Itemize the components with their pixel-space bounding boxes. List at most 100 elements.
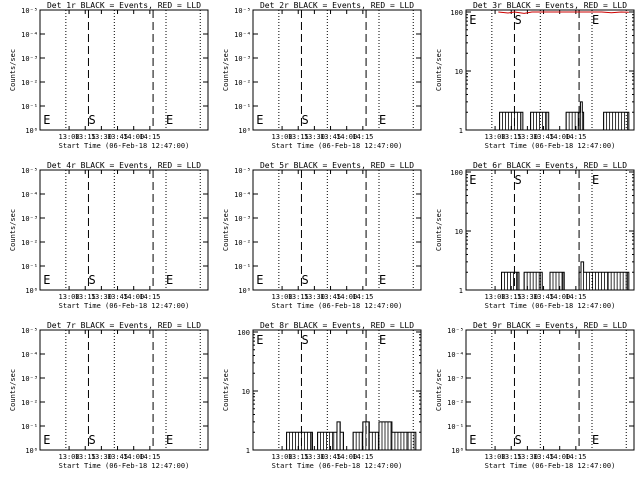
marker-e: E bbox=[256, 113, 263, 127]
y-tick-label: 10⁻⁵ bbox=[21, 7, 38, 15]
x-tick-label: 13:30 bbox=[517, 293, 538, 301]
panel-det-8: Det 8r BLACK = Events, RED = LLD13:0013:… bbox=[222, 321, 422, 470]
x-axis-label: Start Time (06-Feb-18 12:47:00) bbox=[59, 462, 190, 470]
y-axis-label: Counts/sec bbox=[9, 49, 17, 91]
y-tick-label: 10 bbox=[455, 228, 463, 236]
x-axis-label: Start Time (06-Feb-18 12:47:00) bbox=[485, 302, 616, 310]
x-tick-label: 14:15 bbox=[565, 133, 586, 141]
marker-s: S bbox=[514, 13, 521, 27]
x-tick-label: 13:00 bbox=[59, 133, 80, 141]
panel-title: Det 4r BLACK = Events, RED = LLD bbox=[47, 161, 201, 170]
x-tick-label: 13:00 bbox=[485, 453, 506, 461]
y-axis-label: Counts/sec bbox=[9, 369, 17, 411]
y-tick-label: 10⁻¹ bbox=[234, 103, 251, 111]
y-tick-label: 100 bbox=[450, 9, 463, 17]
y-tick-label: 10⁻³ bbox=[21, 215, 38, 223]
panel-det-9: Det 9r BLACK = Events, RED = LLD13:0013:… bbox=[435, 321, 635, 470]
x-tick-label: 13:15 bbox=[288, 453, 309, 461]
panel-det-7: Det 7r BLACK = Events, RED = LLD13:0013:… bbox=[9, 321, 209, 470]
y-tick-label: 10⁻² bbox=[21, 239, 38, 247]
marker-e: E bbox=[592, 173, 599, 187]
marker-e: E bbox=[43, 273, 50, 287]
y-axis-label: Counts/sec bbox=[435, 49, 443, 91]
y-tick-label: 10⁻¹ bbox=[21, 263, 38, 271]
y-axis-label: Counts/sec bbox=[435, 209, 443, 251]
y-tick-label: 10⁰ bbox=[238, 287, 251, 295]
marker-e: E bbox=[166, 433, 173, 447]
x-tick-label: 14:15 bbox=[139, 133, 160, 141]
marker-e: E bbox=[43, 113, 50, 127]
y-tick-label: 10⁻² bbox=[21, 399, 38, 407]
x-tick-label: 14:00 bbox=[336, 453, 357, 461]
plot-frame bbox=[39, 9, 209, 131]
x-tick-label: 14:15 bbox=[139, 293, 160, 301]
x-tick-label: 14:00 bbox=[336, 293, 357, 301]
plot-frame bbox=[252, 169, 422, 291]
panel-title: Det 8r BLACK = Events, RED = LLD bbox=[260, 321, 414, 330]
y-tick-label: 10 bbox=[242, 388, 250, 396]
x-tick-label: 13:45 bbox=[533, 453, 554, 461]
plot-frame bbox=[252, 9, 422, 131]
x-tick-label: 13:15 bbox=[75, 293, 96, 301]
marker-e: E bbox=[592, 13, 599, 27]
marker-e: E bbox=[166, 273, 173, 287]
panel-det-2: Det 2r BLACK = Events, RED = LLD 13:00 13:… bbox=[222, 1, 422, 150]
y-tick-label: 10⁻² bbox=[447, 399, 464, 407]
x-tick-label: 14:15 bbox=[565, 453, 586, 461]
y-tick-label: 10⁰ bbox=[25, 127, 38, 135]
x-tick-label: 14:00 bbox=[123, 293, 144, 301]
marker-e: E bbox=[379, 333, 386, 347]
x-tick-label: 14:00 bbox=[123, 133, 144, 141]
x-tick-label: 13:30 bbox=[304, 453, 325, 461]
x-tick-label: 14:15 bbox=[352, 453, 373, 461]
marker-s: S bbox=[514, 173, 521, 187]
y-tick-label: 10⁻⁴ bbox=[234, 191, 251, 199]
x-tick-label: 13:00 bbox=[272, 453, 293, 461]
marker-e: E bbox=[166, 113, 173, 127]
x-tick-label: 13:45 bbox=[320, 293, 341, 301]
panel-det-1: Det 1r BLACK = Events, RED = LLD13:0013:… bbox=[9, 1, 209, 150]
marker-e: E bbox=[43, 433, 50, 447]
y-tick-label: 10⁻⁴ bbox=[234, 31, 251, 39]
plot-frame bbox=[39, 169, 209, 291]
panel-title: Det 7r BLACK = Events, RED = LLD bbox=[47, 321, 201, 330]
y-tick-label: 10⁻³ bbox=[234, 215, 251, 223]
x-tick-label: 13:00 bbox=[272, 133, 293, 141]
panel-title: Det 2r BLACK = Events, RED = LLD bbox=[260, 1, 414, 10]
panel-title: Det 5r BLACK = Events, RED = LLD bbox=[260, 161, 414, 170]
x-tick-label: 13:00 bbox=[485, 133, 506, 141]
y-tick-label: 10⁻² bbox=[21, 79, 38, 87]
marker-e: E bbox=[256, 273, 263, 287]
y-axis-label: Counts/sec bbox=[435, 369, 443, 411]
x-tick-label: 13:15 bbox=[501, 453, 522, 461]
panel-det-3: Det 3r BLACK = Events, RED = LLD13:0013:… bbox=[435, 1, 635, 150]
x-tick-label: 14:00 bbox=[549, 133, 570, 141]
x-tick-label: 14:00 bbox=[549, 293, 570, 301]
x-tick-label: 13:00 bbox=[485, 293, 506, 301]
x-tick-label: 14:00 bbox=[336, 133, 357, 141]
y-axis-label: Counts/sec bbox=[222, 209, 230, 251]
y-tick-label: 10⁰ bbox=[25, 287, 38, 295]
y-tick-label: 10⁻³ bbox=[21, 55, 38, 63]
x-axis-label: Start Time (06-Feb-18 12:47:00) bbox=[272, 462, 403, 470]
y-tick-label: 1 bbox=[459, 287, 463, 295]
marker-e: E bbox=[469, 173, 476, 187]
x-tick-label: 13:45 bbox=[320, 133, 341, 141]
x-tick-label: 13:30 bbox=[91, 293, 112, 301]
marker-e: E bbox=[469, 13, 476, 27]
marker-s: S bbox=[88, 113, 95, 127]
x-axis-label: Start Time (06-Feb-18 12:47:00) bbox=[59, 142, 190, 150]
marker-e: E bbox=[379, 113, 386, 127]
marker-e: E bbox=[256, 333, 263, 347]
plot-frame bbox=[465, 329, 635, 451]
x-tick-label: 13:00 bbox=[59, 453, 80, 461]
y-tick-label: 10⁻⁴ bbox=[21, 191, 38, 199]
x-tick-label: 14:15 bbox=[352, 133, 373, 141]
x-tick-label: 13:00 bbox=[272, 293, 293, 301]
y-tick-label: 10⁻³ bbox=[234, 55, 251, 63]
y-tick-label: 10⁻³ bbox=[447, 375, 464, 383]
panel-title: Det 1r BLACK = Events, RED = LLD bbox=[47, 1, 201, 10]
y-tick-label: 10 bbox=[455, 68, 463, 76]
